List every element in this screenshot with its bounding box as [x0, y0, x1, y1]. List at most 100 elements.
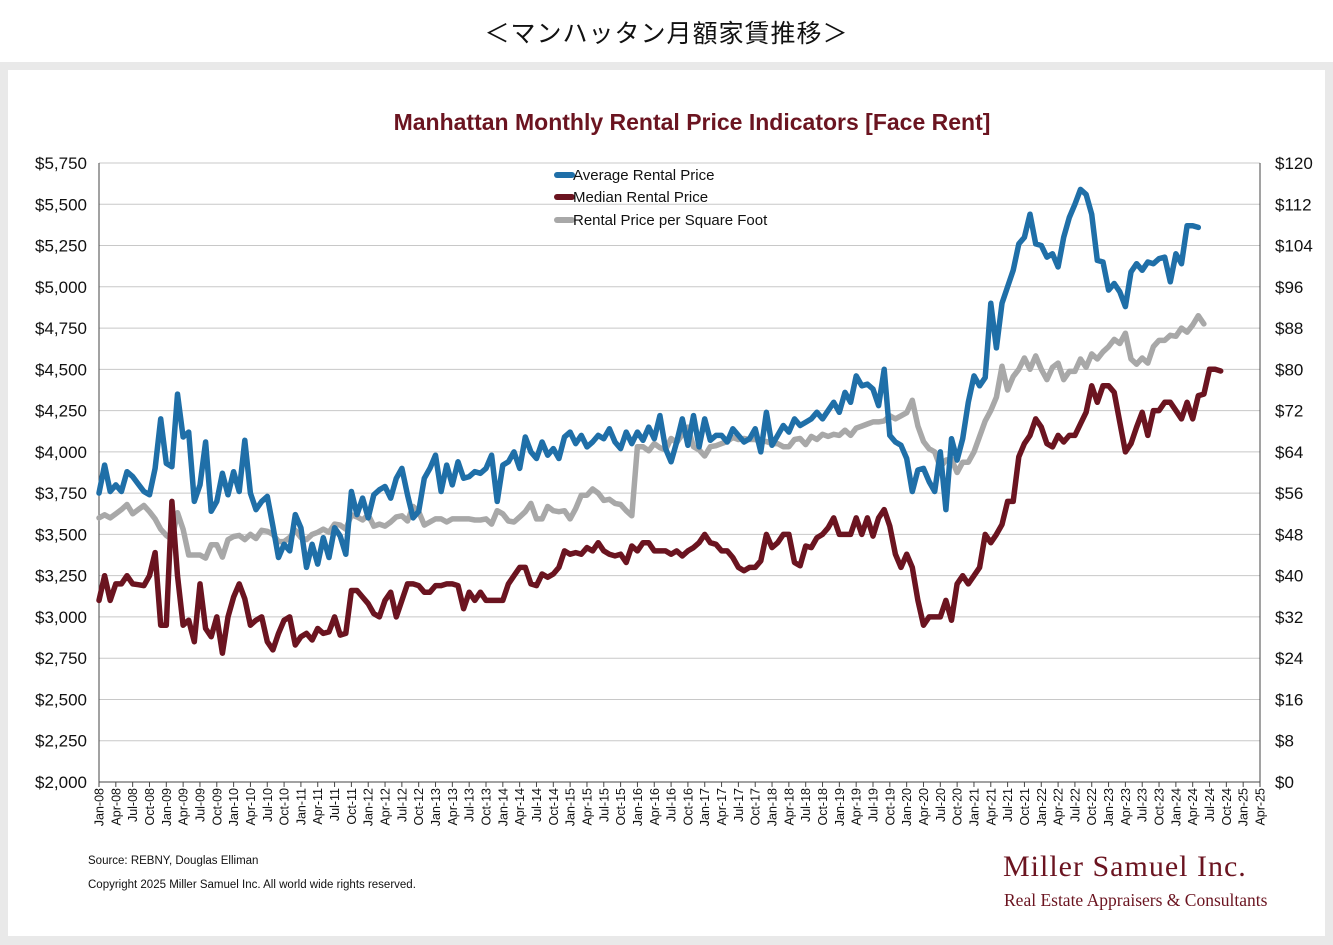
x-tick-label: Jul-22	[1068, 788, 1082, 822]
y-right-tick-label: $0	[1275, 773, 1294, 792]
legend-label: Rental Price per Square Foot	[573, 212, 768, 229]
x-tick-label: Oct-09	[210, 788, 224, 826]
x-tick-label: Apr-10	[244, 788, 258, 826]
y-left-tick-label: $3,250	[35, 567, 87, 586]
chart-panel	[8, 70, 1325, 936]
x-tick-label: Apr-11	[311, 788, 325, 825]
x-tick-label: Jan-08	[93, 788, 107, 826]
x-tick-label: Apr-13	[446, 788, 460, 826]
y-right-tick-label: $80	[1275, 360, 1303, 379]
x-tick-label: Oct-22	[1085, 788, 1099, 826]
grid	[98, 162, 1261, 783]
x-tick-label: Jan-19	[833, 788, 847, 826]
x-tick-label: Oct-21	[1018, 788, 1032, 826]
y-right-tick-label: $112	[1275, 195, 1312, 214]
x-tick-label: Apr-21	[984, 788, 998, 826]
y-right-tick-label: $24	[1275, 649, 1303, 668]
x-tick-label: Jan-22	[1035, 788, 1049, 826]
y-right-tick-label: $8	[1275, 732, 1294, 751]
x-tick-label: Jul-19	[867, 788, 881, 822]
x-tick-label: Apr-23	[1119, 788, 1133, 826]
x-tick-label: Jan-11	[294, 788, 308, 825]
series-line-average-rental-price	[96, 186, 1202, 571]
x-tick-label: Jul-13	[463, 788, 477, 822]
x-tick-label: Jan-12	[362, 788, 376, 826]
x-tick-label: Jul-23	[1136, 788, 1150, 822]
x-tick-label: Jul-20	[934, 788, 948, 822]
x-tick-label: Jan-24	[1169, 788, 1183, 826]
x-tick-label: Oct-20	[951, 788, 965, 826]
x-tick-label: Apr-08	[109, 788, 123, 826]
x-tick-label: Oct-13	[480, 788, 494, 826]
y-left-tick-label: $4,750	[35, 319, 87, 338]
x-tick-label: Jan-09	[160, 788, 174, 826]
x-tick-label: Oct-14	[547, 788, 561, 826]
y-right-tick-label: $120	[1275, 154, 1313, 173]
x-tick-label: Jan-17	[698, 788, 712, 826]
x-tick-label: Oct-12	[412, 788, 426, 826]
x-tick-label: Oct-18	[816, 788, 830, 826]
x-tick-label: Jan-14	[496, 788, 510, 826]
x-tick-label: Jan-20	[900, 788, 914, 826]
y-right-tick-label: $48	[1275, 525, 1303, 544]
x-tick-label: Apr-18	[782, 788, 796, 826]
copyright-note: Copyright 2025 Miller Samuel Inc. All wo…	[88, 879, 416, 891]
x-tick-label: Jul-11	[328, 788, 342, 821]
x-tick-label: Apr-19	[850, 788, 864, 826]
x-tick-label: Oct-24	[1220, 788, 1234, 826]
x-tick-label: Oct-15	[614, 788, 628, 826]
x-tick-label: Jul-09	[193, 788, 207, 822]
x-tick-label: Oct-23	[1153, 788, 1167, 826]
y-left-tick-label: $3,750	[35, 484, 87, 503]
y-right-tick-label: $32	[1275, 608, 1303, 627]
y-left-tick-label: $3,500	[35, 525, 87, 544]
x-tick-label: Oct-16	[681, 788, 695, 826]
x-tick-label: Jul-15	[597, 788, 611, 822]
y-left-tick-label: $4,500	[35, 360, 87, 379]
x-tick-label: Apr-20	[917, 788, 931, 826]
y-right-tick-label: $56	[1275, 484, 1303, 503]
y-right-tick-label: $72	[1275, 402, 1303, 421]
x-tick-label: Jul-14	[530, 788, 544, 822]
y-left-tick-label: $4,250	[35, 402, 87, 421]
y-left-tick-label: $5,500	[35, 195, 87, 214]
y-left-tick-label: $2,000	[35, 773, 87, 792]
x-tick-label: Apr-14	[513, 788, 527, 826]
x-tick-label: Oct-19	[883, 788, 897, 826]
brand-name: Miller Samuel Inc.	[1003, 850, 1247, 883]
x-tick-label: Oct-08	[143, 788, 157, 826]
y-axis-right: $0 $8 $16 $24 $32 $40 $48 $56 $64 $72 $80 $88 $96 $10…	[1275, 154, 1313, 792]
x-tick-label: Jul-16	[665, 788, 679, 822]
source-note: Source: REBNY, Douglas Elliman	[88, 855, 259, 867]
y-left-tick-label: $2,500	[35, 690, 87, 709]
x-tick-label: Jan-18	[766, 788, 780, 826]
y-left-tick-label: $5,250	[35, 237, 87, 256]
x-tick-label: Apr-17	[715, 788, 729, 826]
legend-label: Median Rental Price	[573, 189, 708, 206]
x-tick-label: Apr-09	[177, 788, 191, 826]
x-tick-label: Oct-10	[278, 788, 292, 826]
x-tick-label: Jul-10	[261, 788, 275, 822]
x-tick-label: Jul-12	[395, 788, 409, 822]
series-lines	[96, 186, 1224, 656]
x-tick-label: Apr-25	[1254, 788, 1268, 826]
x-axis: Jan-08 Apr-08 Jul-08 Oct-08 Jan-09 Apr-09 Jul-…	[93, 782, 1268, 826]
y-right-tick-label: $16	[1275, 690, 1303, 709]
x-tick-label: Jan-23	[1102, 788, 1116, 826]
x-tick-label: Oct-11	[345, 788, 359, 825]
page-heading: ＜マンハッタン月額家賃推移＞	[484, 19, 849, 48]
x-tick-label: Jan-13	[429, 788, 443, 826]
series-line-rental-price-per-square-foot	[96, 312, 1207, 561]
x-tick-label: Jul-17	[732, 788, 746, 822]
y-right-tick-label: $96	[1275, 278, 1303, 297]
x-tick-label: Jul-08	[126, 788, 140, 822]
x-tick-label: Apr-15	[580, 788, 594, 826]
y-right-tick-label: $88	[1275, 319, 1303, 338]
x-tick-label: Jul-21	[1001, 788, 1015, 822]
y-left-tick-label: $4,000	[35, 443, 87, 462]
x-tick-label: Jan-16	[631, 788, 645, 826]
y-right-tick-label: $40	[1275, 567, 1303, 586]
x-tick-label: Jan-15	[564, 788, 578, 826]
y-right-tick-label: $64	[1275, 443, 1303, 462]
x-tick-label: Apr-22	[1052, 788, 1066, 826]
